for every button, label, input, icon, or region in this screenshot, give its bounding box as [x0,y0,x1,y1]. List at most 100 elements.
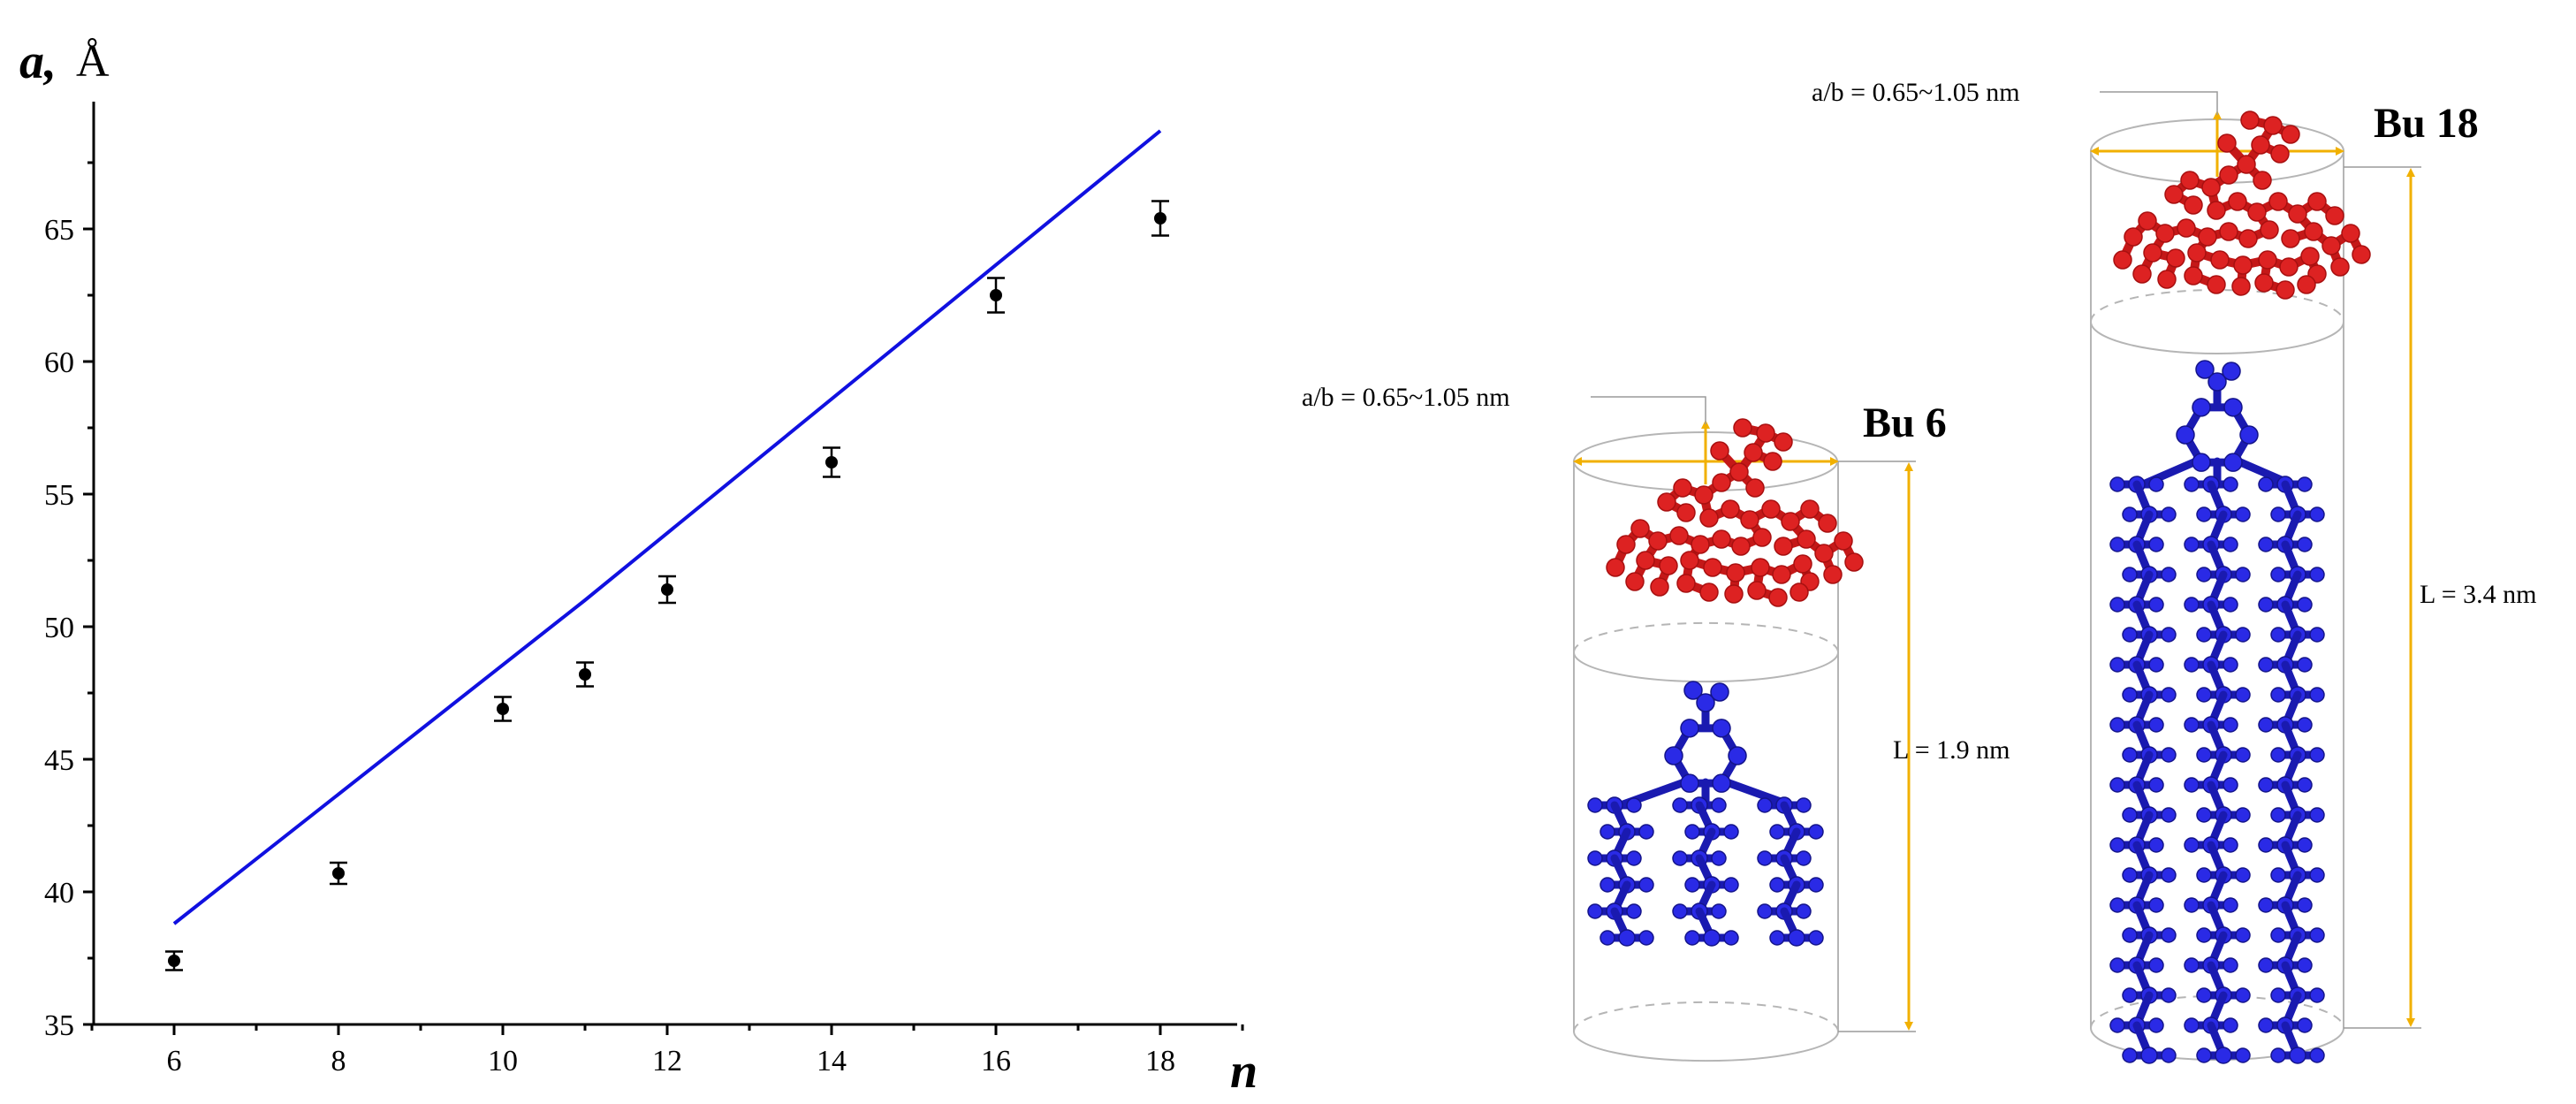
tail-atom [2148,957,2164,973]
tail-atom [2223,657,2238,673]
head-atom [1625,572,1645,591]
tail-atom [2309,747,2325,763]
tail-atom [1638,930,1654,946]
data-point [990,289,1002,301]
head-atom [2254,273,2274,293]
tail-atom [1723,824,1739,840]
ring-atom [1680,773,1699,793]
tail-atom [2270,1047,2286,1063]
tail-atom [2270,927,2286,943]
tail-atom [2109,597,2125,613]
diameter-leader [2100,91,2218,115]
tail-atom [2184,837,2200,853]
head-atom [2219,165,2238,185]
head-atom [2180,171,2200,190]
head-atom [1721,499,1740,519]
tail-atom [2297,1017,2313,1033]
head-atom [2177,218,2196,238]
tail-atom [1600,930,1615,946]
tail-atom [2309,687,2325,703]
ring-atom [2223,453,2243,472]
tail-atom [2161,1047,2177,1063]
tail-atom [2223,1017,2238,1033]
tail-atom [1626,850,1642,866]
tail-atom [2297,476,2313,492]
tail-atom [2148,777,2164,793]
head-atom [1712,473,1731,492]
head-atom [2276,280,2295,300]
y-tick-label: 45 [44,744,74,777]
head-atom [1630,519,1650,538]
tail-atom [2309,927,2325,943]
head-atom [1774,432,1793,452]
tail-atom [2258,537,2274,552]
head-atom [1606,558,1625,577]
head-atom [2201,178,2221,197]
tail-atom [1626,903,1642,919]
head-atom [1636,551,1655,570]
head-atom [1691,535,1710,554]
y-axis-title: a, [19,34,57,89]
tail-atom [2184,957,2200,973]
head-atom [2263,116,2283,135]
head-atom [2251,135,2270,155]
head-atom [2300,247,2320,266]
tail-atom [2184,1017,2200,1033]
tail-atom [2109,897,2125,913]
head-atom [2240,110,2260,130]
tail-atom [2223,897,2238,913]
tail-atom [1672,850,1688,866]
tail-atom [1808,824,1824,840]
tail-atom [1723,930,1739,946]
data-point [1154,212,1166,225]
ring-atom [2239,425,2259,445]
head-atom [2325,206,2344,225]
tail-atom [2161,567,2177,582]
tail-atom [1626,797,1642,813]
tail-atom [2309,567,2325,582]
head-atom [2281,125,2300,144]
title-bu6: Bu 6 [1863,400,1947,446]
head-atom [2184,266,2203,286]
tail-atom [1723,877,1739,893]
data-point [825,456,838,468]
head-atom [1726,563,1745,582]
head-atom [1752,528,1772,547]
head-atom [1793,554,1812,574]
tail-atom [2196,927,2212,943]
y-tick-label: 60 [44,346,74,379]
head-atom [2210,250,2230,270]
data-points [165,200,1169,971]
data-point [579,668,591,681]
molecule-bu6 [1587,418,1864,947]
ring-atom [1664,746,1683,765]
tail-atom [2270,506,2286,522]
head-atom [1673,478,1692,498]
tail-atom [2184,777,2200,793]
x-tick-label: 10 [488,1045,518,1077]
y-axis-unit: Å [76,36,110,87]
tail-atom [2297,957,2313,973]
head-atom [2164,185,2184,204]
head-atom [2219,222,2238,241]
tail-atom [2196,687,2212,703]
tail-atom [2223,777,2238,793]
tail-atom [2223,957,2238,973]
tail-atom [1711,797,1727,813]
tail-atom [2109,476,2125,492]
tail-atom [2258,597,2274,613]
tail-atom [1808,877,1824,893]
tail-atom [2148,897,2164,913]
tail-atom [2161,506,2177,522]
tail-atom [1684,824,1700,840]
tail-atom [2309,867,2325,883]
head-atom [1790,582,1809,602]
tail-atom [2297,777,2313,793]
diameter-leader [1591,396,1706,424]
x-tick-label: 18 [1145,1045,1175,1077]
tail-atom [2184,897,2200,913]
head-atom [2155,224,2175,243]
tail-atom [1638,824,1654,840]
tail-atom [2148,476,2164,492]
tail-atom [2196,567,2212,582]
